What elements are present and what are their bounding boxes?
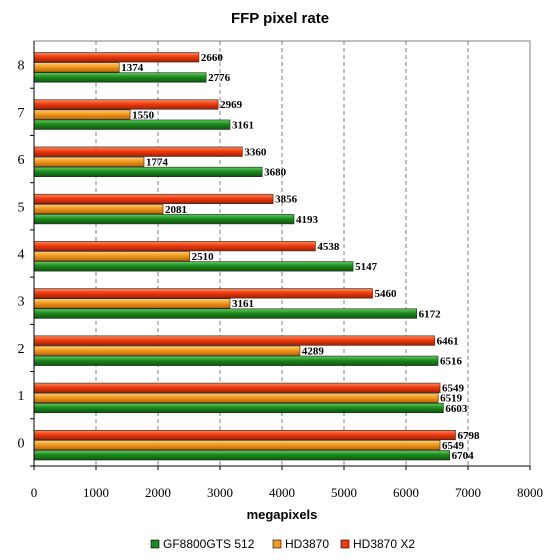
data-labels: 6704654967986603651965496516428964616172… bbox=[121, 52, 480, 462]
data-label-hd3870: 6519 bbox=[440, 393, 463, 405]
data-label-gf8800gts-512: 3161 bbox=[232, 119, 254, 131]
data-label-hd3870-x2: 6549 bbox=[442, 383, 465, 395]
data-label-gf8800gts-512: 2776 bbox=[208, 72, 231, 84]
legend: GF8800GTS 512 HD3870 HD3870 X2 bbox=[150, 537, 415, 551]
bar-gf8800gts-512 bbox=[33, 450, 450, 461]
x-tick-label: 5000 bbox=[331, 485, 357, 500]
y-category-label: 8 bbox=[18, 59, 25, 74]
y-category-label: 6 bbox=[18, 153, 25, 168]
bars bbox=[33, 52, 456, 461]
y-category-label: 3 bbox=[18, 295, 25, 310]
legend-label-hd3870-x2: HD3870 X2 bbox=[353, 537, 415, 551]
y-category-label: 7 bbox=[18, 106, 25, 121]
data-label-hd3870: 1374 bbox=[121, 62, 144, 74]
bar-gf8800gts-512 bbox=[33, 214, 295, 225]
y-category-label: 2 bbox=[18, 342, 25, 357]
x-tick-label: 0 bbox=[31, 485, 38, 500]
data-label-hd3870: 3161 bbox=[232, 298, 254, 310]
bar-hd3870 bbox=[33, 345, 301, 356]
bar-hd3870 bbox=[33, 203, 164, 215]
bar-hd3870-x2 bbox=[33, 52, 200, 63]
legend-label-gf8800gts-512: GF8800GTS 512 bbox=[163, 537, 255, 551]
bar-hd3870-x2 bbox=[33, 335, 435, 346]
x-axis-title: megapixels bbox=[247, 507, 318, 522]
bar-hd3870-x2 bbox=[33, 288, 373, 299]
bar-hd3870 bbox=[33, 440, 441, 451]
x-tick-label: 3000 bbox=[207, 485, 233, 500]
data-label-gf8800gts-512: 6704 bbox=[452, 450, 475, 462]
data-label-gf8800gts-512: 3680 bbox=[264, 167, 287, 179]
bar-gf8800gts-512 bbox=[33, 402, 444, 414]
bar-hd3870-x2 bbox=[33, 241, 316, 252]
data-label-hd3870-x2: 5460 bbox=[375, 288, 398, 300]
data-label-hd3870: 1550 bbox=[132, 109, 155, 121]
bar-gf8800gts-512 bbox=[33, 308, 417, 319]
legend-swatch-hd3870-x2 bbox=[340, 539, 350, 549]
bar-gf8800gts-512 bbox=[33, 72, 207, 83]
y-category-label: 4 bbox=[18, 248, 25, 263]
x-axis-ticks: 0 1000 2000 3000 4000 5000 6000 7000 8000 bbox=[31, 466, 543, 500]
bar-gf8800gts-512 bbox=[33, 261, 354, 272]
data-label-hd3870: 6549 bbox=[442, 440, 465, 452]
bar-hd3870 bbox=[33, 392, 439, 403]
data-label-gf8800gts-512: 6172 bbox=[419, 308, 442, 320]
legend-swatch-hd3870 bbox=[272, 539, 282, 549]
bar-hd3870-x2 bbox=[33, 99, 219, 110]
data-label-hd3870: 1774 bbox=[146, 157, 169, 169]
bar-hd3870-x2 bbox=[33, 429, 456, 441]
data-label-hd3870: 2510 bbox=[192, 251, 215, 263]
x-tick-label: 2000 bbox=[145, 485, 171, 500]
x-tick-label: 7000 bbox=[455, 485, 481, 500]
legend-swatch-gf8800gts-512 bbox=[150, 539, 160, 549]
y-category-label: 5 bbox=[18, 200, 25, 215]
data-label-hd3870-x2: 2660 bbox=[201, 52, 224, 64]
bar-hd3870 bbox=[33, 251, 190, 262]
data-label-hd3870: 4289 bbox=[302, 345, 325, 357]
bar-hd3870 bbox=[33, 298, 231, 309]
bar-gf8800gts-512 bbox=[33, 166, 263, 177]
bar-hd3870-x2 bbox=[33, 193, 274, 204]
legend-label-hd3870: HD3870 bbox=[285, 537, 329, 551]
y-category-label: 0 bbox=[18, 436, 25, 451]
x-tick-label: 8000 bbox=[517, 485, 543, 500]
data-label-gf8800gts-512: 4193 bbox=[296, 214, 319, 226]
x-tick-label: 1000 bbox=[83, 485, 109, 500]
y-category-label: 1 bbox=[18, 389, 25, 404]
bar-hd3870-x2 bbox=[33, 146, 243, 157]
y-axis-categories: 0 1 2 3 4 5 6 7 8 bbox=[18, 41, 530, 467]
data-label-hd3870-x2: 3360 bbox=[244, 146, 267, 158]
data-label-hd3870-x2: 6461 bbox=[437, 335, 459, 347]
bar-hd3870 bbox=[33, 62, 120, 73]
bar-gf8800gts-512 bbox=[33, 119, 231, 130]
data-label-hd3870: 2081 bbox=[165, 204, 187, 216]
data-label-hd3870-x2: 3856 bbox=[275, 194, 298, 206]
chart-title: FFP pixel rate bbox=[231, 10, 329, 27]
bar-hd3870 bbox=[33, 109, 131, 120]
data-label-hd3870-x2: 2969 bbox=[220, 99, 243, 111]
bar-hd3870 bbox=[33, 156, 145, 167]
x-tick-label: 6000 bbox=[393, 485, 419, 500]
bar-gf8800gts-512 bbox=[33, 355, 439, 366]
data-label-hd3870-x2: 4538 bbox=[317, 241, 340, 253]
data-label-gf8800gts-512: 5147 bbox=[355, 261, 378, 273]
data-label-gf8800gts-512: 6516 bbox=[440, 356, 463, 368]
x-tick-label: 4000 bbox=[269, 485, 295, 500]
data-label-gf8800gts-512: 6603 bbox=[445, 403, 468, 415]
data-label-hd3870-x2: 6798 bbox=[457, 430, 480, 442]
bar-hd3870-x2 bbox=[33, 382, 441, 393]
